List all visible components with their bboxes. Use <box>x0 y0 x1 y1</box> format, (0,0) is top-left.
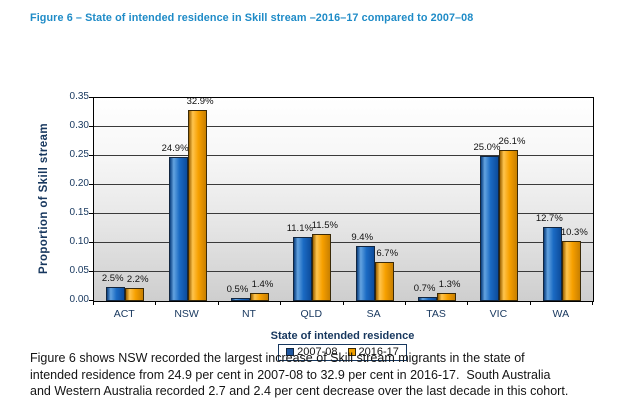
data-label-2016-17-ACT: 2.2% <box>126 274 149 286</box>
x-tick-mark <box>404 301 406 305</box>
x-category-label-VIC: VIC <box>489 308 508 320</box>
y-tick-mark <box>89 184 93 185</box>
legend-label: 2016-17 <box>358 346 399 358</box>
gridline <box>94 155 593 156</box>
x-tick-mark <box>280 301 282 305</box>
caption-line: Figure 6 shows NSW recorded the largest … <box>30 351 525 365</box>
data-label-2007-08-WA: 12.7% <box>535 213 563 225</box>
bar-chart: Proportion of Skill stream 2.5% 2.2% 24.9%… <box>0 40 637 361</box>
bar-2016-17-SA <box>374 262 394 301</box>
bar-2016-17-NSW <box>187 110 207 301</box>
bar-2016-17-WA <box>561 241 581 301</box>
caption-paragraph: Figure 6 shows NSW recorded the largest … <box>30 350 622 400</box>
y-tick-label: 0.15 <box>69 207 89 218</box>
legend-box: 2007-08 2016-17 <box>278 344 407 361</box>
y-tick-label: 0.25 <box>69 149 89 160</box>
data-label-2007-08-NT: 0.5% <box>226 284 249 296</box>
legend-item-2016-17: 2016-17 <box>347 346 399 358</box>
legend-label: 2007-08 <box>297 346 338 358</box>
x-category-label-NSW: NSW <box>174 308 199 320</box>
x-axis-title: State of intended residence <box>270 330 415 342</box>
y-tick-mark <box>89 242 93 243</box>
x-category-label-WA: WA <box>552 308 570 320</box>
data-label-2007-08-QLD: 11.1% <box>286 222 313 234</box>
data-label-2016-17-WA: 10.3% <box>560 227 588 239</box>
data-label-2016-17-TAS: 1.3% <box>438 279 461 291</box>
data-label-2016-17-NSW: 32.9% <box>186 96 214 108</box>
gridline <box>94 126 593 127</box>
bar-2016-17-ACT <box>125 288 145 301</box>
caption-line: intended residence from 24.9 per cent in… <box>30 367 551 382</box>
y-tick-label: 0.00 <box>69 294 89 305</box>
bar-2007-08-TAS <box>418 296 438 301</box>
y-tick-label: 0.20 <box>69 178 89 189</box>
y-tick-mark <box>89 155 93 156</box>
data-label-2016-17-VIC: 26.1% <box>498 135 526 147</box>
x-tick-mark <box>155 301 157 305</box>
bar-2016-17-VIC <box>499 149 519 301</box>
x-tick-mark <box>217 301 219 305</box>
gridline <box>94 242 593 243</box>
plot-area: 2.5% 2.2% 24.9% 32.9% 0.5% 1.4% 11.1% 11.5% 9.4%… <box>93 96 594 302</box>
legend-swatch-2016-17 <box>347 348 356 356</box>
y-tick-mark <box>89 213 93 214</box>
bar-2007-08-WA <box>542 227 562 301</box>
gridline <box>94 184 593 185</box>
data-label-2016-17-NT: 1.4% <box>251 278 274 290</box>
data-label-2007-08-TAS: 0.7% <box>413 282 436 294</box>
y-tick-mark <box>89 271 93 272</box>
bar-2007-08-SA <box>355 246 375 301</box>
y-tick-label: 0.05 <box>69 265 89 276</box>
x-category-label-SA: SA <box>366 308 381 320</box>
x-tick-mark <box>342 301 344 305</box>
x-category-label-ACT: ACT <box>113 308 135 320</box>
bar-2016-17-NT <box>249 292 269 301</box>
data-label-2007-08-NSW: 24.9% <box>161 142 189 154</box>
data-label-2007-08-VIC: 25.0% <box>473 142 501 153</box>
legend-swatch-2007-08 <box>286 348 295 356</box>
data-label-2016-17-QLD: 11.5% <box>311 220 338 232</box>
gridline <box>94 213 593 214</box>
bar-2007-08-VIC <box>480 156 500 301</box>
bar-2007-08-ACT <box>106 286 126 301</box>
caption-line: and Western Australia recorded 2.7 and 2… <box>30 384 569 398</box>
legend-item-2007-08: 2007-08 <box>286 346 338 358</box>
x-tick-mark <box>467 301 469 305</box>
y-tick-mark <box>89 300 93 301</box>
y-tick-mark <box>89 97 93 98</box>
x-category-label-NT: NT <box>241 308 256 320</box>
y-tick-label: 0.10 <box>69 236 89 247</box>
x-category-label-TAS: TAS <box>426 308 446 320</box>
gridline <box>94 271 593 272</box>
figure-title: Figure 6 – State of intended residence i… <box>30 12 474 24</box>
y-tick-mark <box>89 126 93 127</box>
y-tick-label: 0.35 <box>69 91 89 102</box>
data-label-2016-17-SA: 6.7% <box>376 248 399 260</box>
bar-2007-08-NT <box>230 298 250 301</box>
data-label-2007-08-SA: 9.4% <box>351 232 374 244</box>
x-tick-mark <box>592 301 593 305</box>
data-label-2007-08-ACT: 2.5% <box>101 272 124 284</box>
bar-2016-17-TAS <box>437 293 457 301</box>
bar-2007-08-NSW <box>168 156 188 301</box>
y-tick-label: 0.30 <box>69 120 89 131</box>
x-tick-mark <box>93 301 94 305</box>
bar-2007-08-QLD <box>293 236 313 301</box>
x-tick-mark <box>529 301 531 305</box>
legend: 2007-08 2016-17 <box>93 344 592 361</box>
bar-2016-17-QLD <box>312 234 332 301</box>
x-category-label-QLD: QLD <box>300 308 323 320</box>
